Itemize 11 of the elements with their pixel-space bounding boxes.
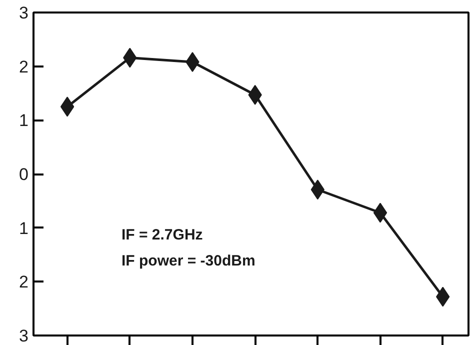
y-tick-label: 1 — [19, 218, 29, 238]
y-tick-label: 0 — [19, 165, 29, 184]
annotation: IF power = -30dBm — [122, 252, 256, 270]
y-tick-label: 3 — [19, 4, 29, 22]
y-tick-label: 2 — [19, 57, 29, 76]
point — [373, 202, 388, 223]
y-tick-label: 1 — [19, 111, 29, 130]
y-tick-label: 2 — [19, 272, 29, 292]
annotation: IF = 2.7GHz — [122, 226, 203, 244]
point — [60, 96, 74, 117]
y-tick-label: 3 — [19, 326, 29, 345]
